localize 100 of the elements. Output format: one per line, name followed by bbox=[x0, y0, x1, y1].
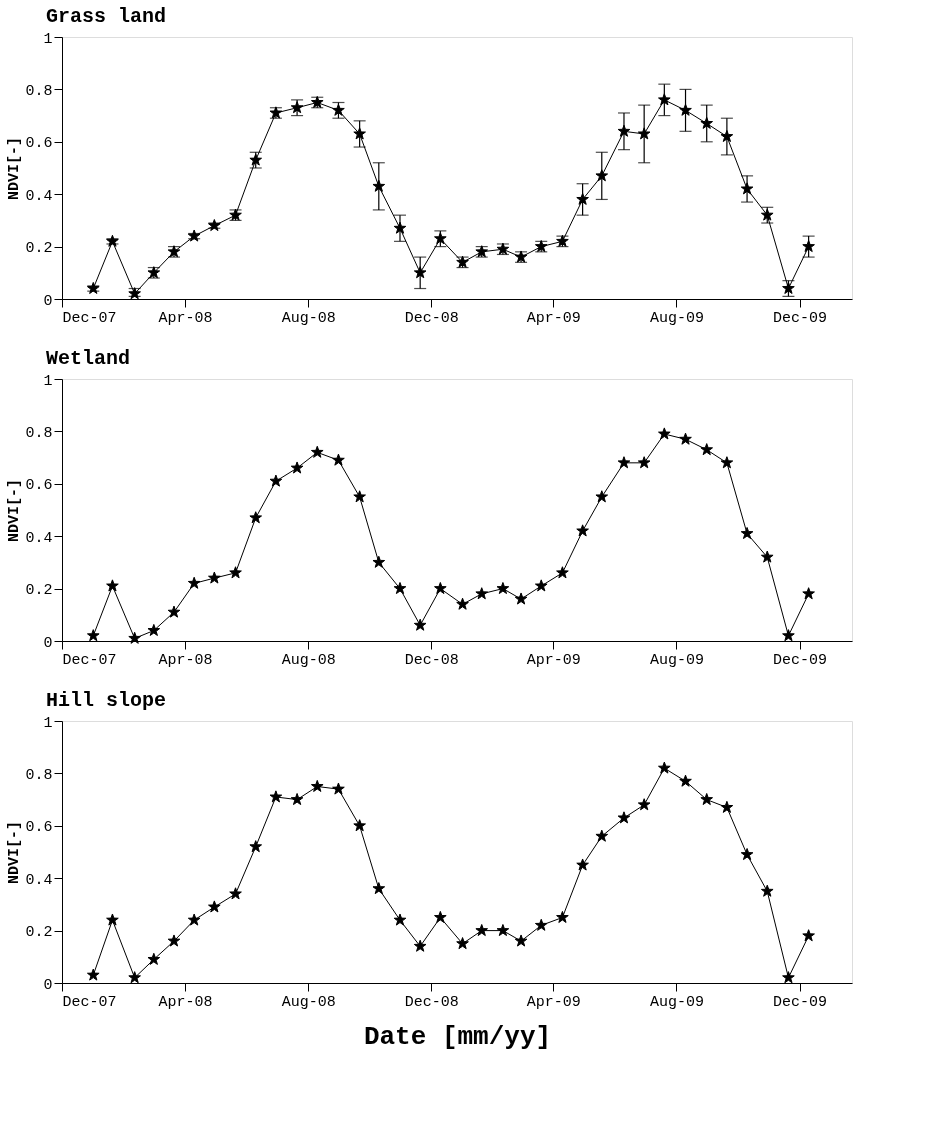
y-tick-label: 0 bbox=[43, 976, 53, 994]
point bbox=[576, 524, 589, 537]
point bbox=[740, 526, 754, 540]
chart-title: Wetland bbox=[46, 347, 131, 370]
y-tick-label: 0.2 bbox=[25, 582, 53, 600]
y-tick-label: 0.6 bbox=[25, 477, 53, 495]
x-tick-label: Apr-08 bbox=[158, 309, 213, 327]
point bbox=[496, 581, 510, 595]
y-tick-label: 1 bbox=[43, 714, 53, 732]
point bbox=[456, 937, 469, 950]
point bbox=[353, 490, 366, 503]
point bbox=[658, 427, 671, 440]
point bbox=[637, 456, 651, 469]
point bbox=[106, 579, 119, 592]
point bbox=[496, 923, 510, 937]
point bbox=[514, 592, 528, 605]
x-tick-label: Apr-08 bbox=[158, 993, 213, 1011]
point bbox=[413, 618, 427, 631]
point bbox=[782, 629, 795, 642]
point bbox=[269, 790, 283, 803]
point bbox=[86, 629, 100, 642]
point bbox=[617, 811, 631, 824]
point bbox=[534, 918, 548, 931]
point bbox=[434, 910, 447, 923]
y-tick-label: 0.4 bbox=[25, 529, 53, 547]
x-tick-label: Aug-09 bbox=[649, 993, 704, 1011]
point bbox=[187, 576, 201, 589]
point bbox=[658, 93, 671, 106]
point bbox=[229, 566, 242, 579]
x-tick-label: Aug-08 bbox=[281, 993, 336, 1011]
point bbox=[782, 971, 795, 984]
y-tick-label: 0.8 bbox=[25, 424, 53, 442]
x-tick-label: Dec-08 bbox=[404, 651, 459, 669]
point bbox=[556, 910, 569, 923]
point bbox=[637, 127, 651, 140]
y-tick-label: 0 bbox=[43, 634, 53, 652]
point bbox=[413, 939, 427, 952]
y-tick-label: 0.4 bbox=[25, 187, 53, 205]
point bbox=[167, 934, 181, 947]
point bbox=[128, 971, 141, 984]
y-tick-label: 1 bbox=[43, 30, 53, 48]
point bbox=[595, 490, 609, 503]
point bbox=[617, 456, 631, 469]
point bbox=[353, 127, 366, 140]
point bbox=[290, 461, 304, 474]
point bbox=[128, 631, 141, 644]
point bbox=[679, 103, 692, 116]
point bbox=[617, 124, 631, 137]
point bbox=[679, 432, 692, 445]
x-tick-label: Apr-09 bbox=[526, 309, 581, 327]
x-tick-label: Dec-07 bbox=[62, 651, 117, 669]
point bbox=[434, 581, 447, 595]
point bbox=[576, 192, 589, 205]
x-axis-title: Date [mm/yy] bbox=[363, 1021, 552, 1052]
point bbox=[740, 848, 754, 861]
x-tick-label: Aug-08 bbox=[281, 651, 336, 669]
point bbox=[106, 913, 119, 926]
y-tick-label: 0.2 bbox=[25, 924, 53, 942]
x-tick-label: Aug-09 bbox=[649, 309, 704, 327]
point bbox=[760, 550, 774, 563]
point bbox=[249, 840, 263, 853]
y-tick-label: 0.6 bbox=[25, 819, 53, 837]
point bbox=[372, 179, 386, 192]
point bbox=[720, 129, 734, 143]
point bbox=[456, 597, 469, 610]
x-tick-label: Dec-09 bbox=[773, 309, 828, 327]
point bbox=[86, 281, 100, 294]
point bbox=[147, 623, 161, 636]
y-tick-label: 0.8 bbox=[25, 766, 53, 784]
point bbox=[208, 900, 221, 913]
point bbox=[658, 761, 671, 774]
point bbox=[720, 800, 734, 813]
y-tick-label: 0.6 bbox=[25, 135, 53, 153]
point bbox=[372, 555, 386, 568]
point bbox=[475, 923, 489, 937]
point bbox=[802, 929, 815, 942]
x-tick-label: Aug-08 bbox=[281, 309, 336, 327]
point bbox=[760, 884, 774, 897]
x-tick-label: Dec-09 bbox=[773, 651, 828, 669]
y-tick-label: 0 bbox=[43, 292, 53, 310]
x-tick-label: Dec-08 bbox=[404, 993, 459, 1011]
point bbox=[740, 182, 754, 195]
x-tick-label: Dec-07 bbox=[62, 309, 117, 327]
point bbox=[310, 779, 324, 792]
point bbox=[229, 887, 242, 900]
point bbox=[167, 605, 181, 618]
y-axis-title: NDVI[-] bbox=[6, 478, 24, 543]
y-tick-label: 0.8 bbox=[25, 82, 53, 100]
point bbox=[595, 829, 609, 842]
y-tick-label: 0.4 bbox=[25, 871, 53, 889]
point bbox=[534, 579, 548, 592]
point bbox=[353, 819, 366, 832]
point bbox=[86, 968, 100, 981]
y-axis-title: NDVI[-] bbox=[6, 820, 24, 885]
x-tick-label: Aug-09 bbox=[649, 651, 704, 669]
point bbox=[310, 445, 324, 458]
x-tick-label: Apr-09 bbox=[526, 993, 581, 1011]
y-axis-title: NDVI[-] bbox=[6, 136, 24, 201]
y-tick-label: 0.2 bbox=[25, 240, 53, 258]
point bbox=[269, 474, 283, 487]
